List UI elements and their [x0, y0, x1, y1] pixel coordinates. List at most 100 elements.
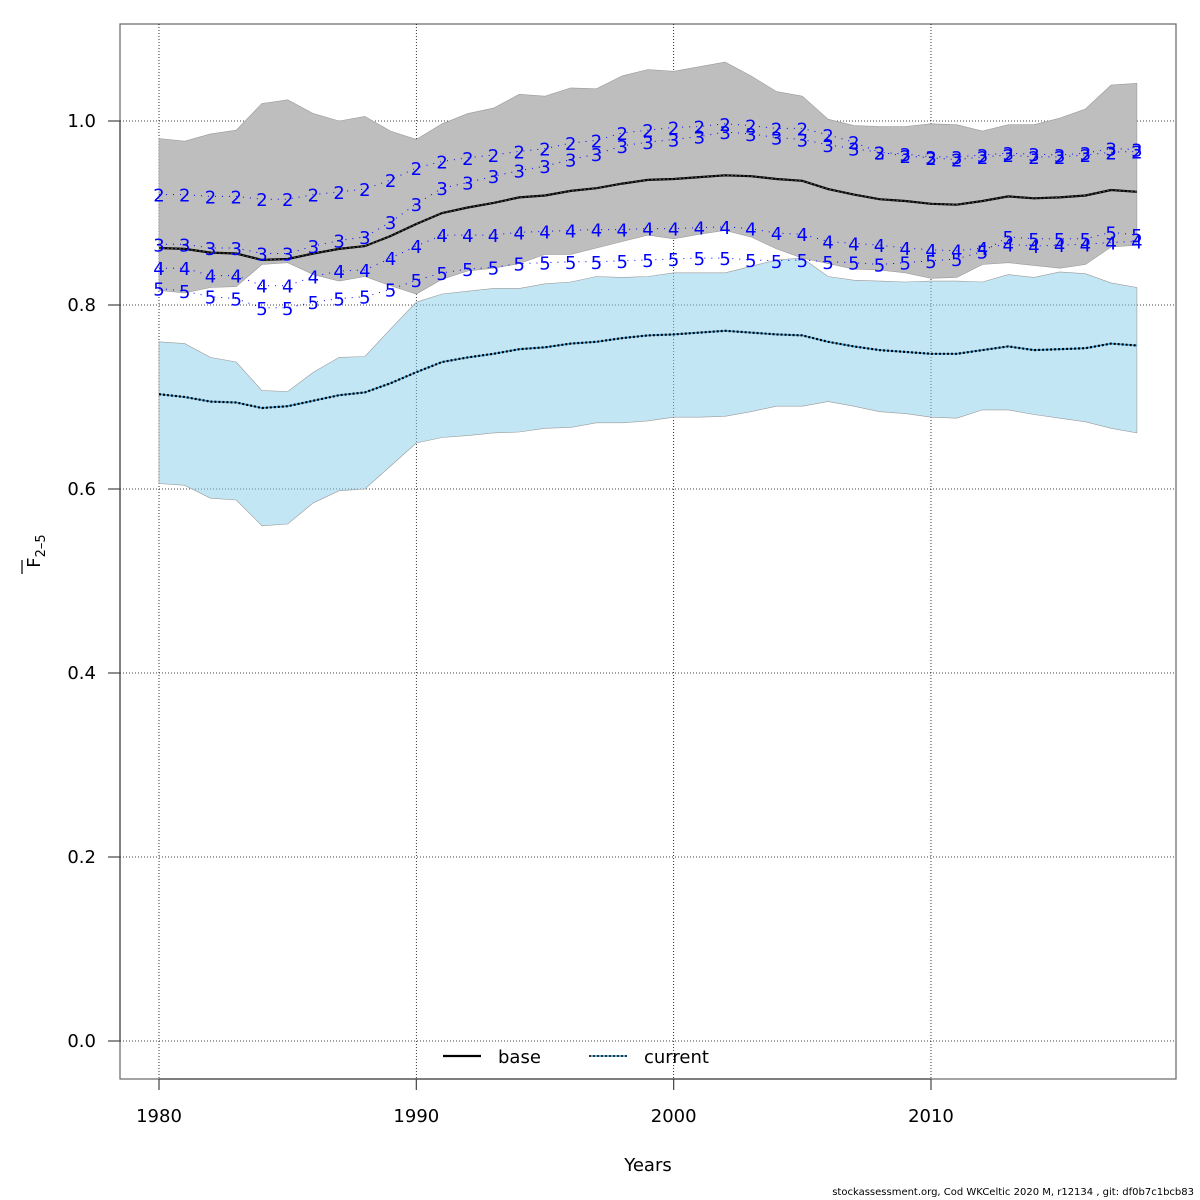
age-label-3: 3 — [488, 167, 499, 188]
age-label-2: 2 — [745, 117, 756, 138]
age-label-2: 2 — [411, 159, 422, 180]
age-line-2 — [159, 123, 1137, 200]
y-axis-label-main: F — [24, 557, 45, 567]
age-label-2: 2 — [333, 183, 344, 204]
age-label-2: 2 — [951, 151, 962, 172]
age-label-5: 5 — [436, 264, 447, 285]
age-label-5: 5 — [1131, 226, 1142, 247]
age-label-5: 5 — [925, 252, 936, 273]
x-axis-label: Years — [623, 1155, 672, 1176]
y-tick-label: 0.4 — [67, 663, 96, 684]
age-label-3: 3 — [719, 123, 730, 144]
age-label-4: 4 — [1028, 237, 1039, 258]
age-label-4: 4 — [488, 226, 499, 247]
age-label-2: 2 — [668, 118, 679, 139]
legend-label: current — [644, 1047, 709, 1068]
age-label-3: 3 — [308, 237, 319, 258]
age-label-4: 4 — [668, 220, 679, 241]
age-label-5: 5 — [1080, 230, 1091, 251]
age-label-5: 5 — [411, 271, 422, 292]
age-label-5: 5 — [797, 251, 808, 272]
age-label-3: 3 — [797, 130, 808, 151]
age-label-5: 5 — [230, 290, 241, 311]
age-label-2: 2 — [719, 115, 730, 136]
age-label-3: 3 — [1080, 144, 1091, 165]
age-label-3: 3 — [1002, 144, 1013, 165]
age-label-5: 5 — [1002, 228, 1013, 249]
age-label-5: 5 — [1105, 223, 1116, 244]
y-tick-label: 0.6 — [67, 479, 96, 500]
age-label-3: 3 — [282, 244, 293, 265]
age-label-3: 3 — [205, 239, 216, 260]
age-label-2: 2 — [1131, 142, 1142, 163]
age-label-2: 2 — [179, 186, 190, 207]
y-axis-label: F2–5 — [21, 534, 49, 574]
age-label-4: 4 — [642, 220, 653, 241]
age-label-4: 4 — [153, 259, 164, 280]
age-label-2: 2 — [848, 133, 859, 154]
age-label-3: 3 — [668, 130, 679, 151]
x-tick-label: 1990 — [393, 1106, 439, 1127]
age-label-2: 2 — [900, 147, 911, 168]
age-label-5: 5 — [385, 280, 396, 301]
age-label-5: 5 — [205, 288, 216, 309]
age-label-4: 4 — [822, 233, 833, 254]
age-label-3: 3 — [694, 128, 705, 149]
age-label-5: 5 — [488, 258, 499, 279]
age-label-3: 3 — [359, 228, 370, 249]
age-label-3: 3 — [385, 213, 396, 234]
age-label-2: 2 — [1028, 148, 1039, 169]
age-label-3: 3 — [771, 129, 782, 150]
age-label-3: 3 — [333, 232, 344, 253]
age-label-5: 5 — [977, 243, 988, 264]
age-label-3: 3 — [874, 143, 885, 164]
age-label-3: 3 — [745, 125, 756, 146]
age-label-4: 4 — [797, 225, 808, 246]
y-tick-label: 0.8 — [67, 295, 96, 316]
age-label-4: 4 — [411, 237, 422, 258]
age-label-2: 2 — [462, 149, 473, 170]
age-label-5: 5 — [308, 293, 319, 314]
age-label-4: 4 — [1080, 235, 1091, 256]
age-label-2: 2 — [308, 186, 319, 207]
age-label-2: 2 — [282, 190, 293, 211]
x-tick-label: 1980 — [136, 1106, 182, 1127]
age-label-4: 4 — [591, 221, 602, 242]
age-label-4: 4 — [230, 267, 241, 288]
age-label-3: 3 — [848, 140, 859, 161]
age-label-4: 4 — [205, 267, 216, 288]
bands — [158, 61, 1138, 527]
age-label-5: 5 — [1054, 230, 1065, 251]
age-label-4: 4 — [565, 221, 576, 242]
age-label-2: 2 — [925, 149, 936, 170]
age-label-4: 4 — [925, 241, 936, 262]
age-label-3: 3 — [616, 137, 627, 158]
age-label-4: 4 — [256, 277, 267, 298]
y-tick-label: 0.0 — [67, 1031, 96, 1052]
lines — [158, 174, 1137, 410]
footer-text: stockassessment.org, Cod WKCeltic 2020 M… — [832, 1187, 1194, 1198]
age-label-5: 5 — [951, 250, 962, 271]
age-label-4: 4 — [616, 221, 627, 242]
age-label-2: 2 — [153, 186, 164, 207]
y-axis: 0.0 0.2 0.4 0.6 0.8 1.0 — [67, 111, 121, 1052]
age-label-3: 3 — [1028, 145, 1039, 166]
line-base-overlay — [158, 174, 1137, 261]
age-label-2: 2 — [1105, 143, 1116, 164]
age-label-5: 5 — [256, 299, 267, 320]
age-label-5: 5 — [282, 299, 293, 320]
age-label-2: 2 — [539, 140, 550, 161]
age-label-3: 3 — [153, 235, 164, 256]
age-label-4: 4 — [951, 242, 962, 263]
age-label-3: 3 — [462, 174, 473, 195]
age-label-2: 2 — [591, 131, 602, 152]
age-label-2: 2 — [1002, 146, 1013, 167]
age-label-3: 3 — [642, 133, 653, 154]
age-label-3: 3 — [539, 157, 550, 178]
age-label-3: 3 — [977, 146, 988, 167]
age-label-4: 4 — [514, 223, 525, 244]
age-label-5: 5 — [745, 251, 756, 272]
age-label-5: 5 — [668, 250, 679, 271]
age-label-5: 5 — [1028, 230, 1039, 251]
